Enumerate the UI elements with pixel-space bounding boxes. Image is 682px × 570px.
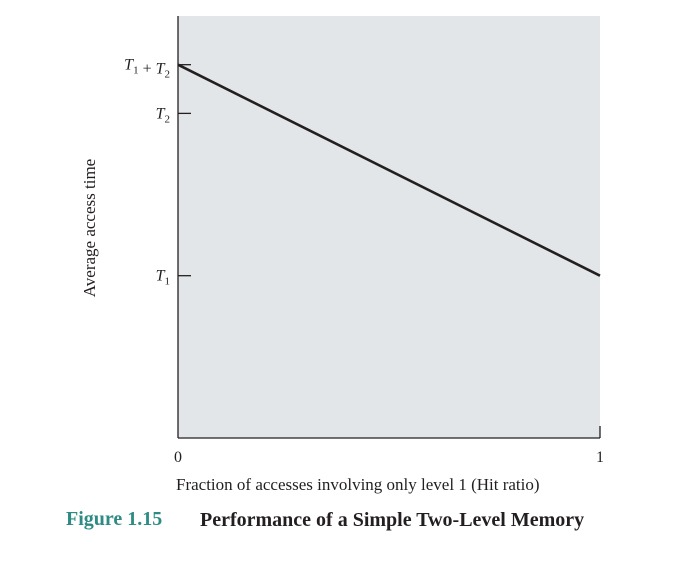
y-tick-label: T1 + T2: [124, 57, 170, 81]
y-tick-label: T1: [156, 268, 170, 288]
x-tick-label: 1: [596, 449, 604, 466]
series-line: [177, 63, 601, 277]
figure-title: Performance of a Simple Two-Level Memory: [200, 509, 585, 531]
series: [177, 63, 601, 277]
x-axis-label: Fraction of accesses involving only leve…: [176, 475, 540, 494]
axes: [177, 16, 600, 439]
figure-number: Figure 1.15: [66, 508, 163, 530]
y-axis-label: Average access time: [80, 158, 99, 298]
plot-area: [178, 16, 600, 438]
chart: 0 1 T1 T2 T1 + T2: [124, 16, 604, 466]
ticks: 0 1 T1 T2 T1 + T2: [124, 57, 604, 466]
y-tick-label: T2: [156, 105, 170, 125]
x-tick-label: 0: [174, 449, 182, 466]
